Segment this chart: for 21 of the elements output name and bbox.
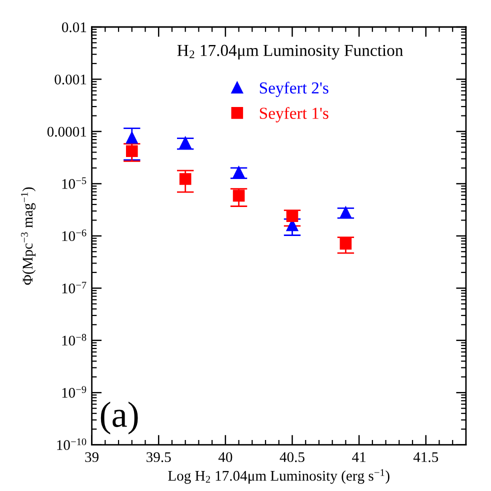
legend-label: Seyfert 2's	[260, 82, 328, 98]
x-tick-label: 39	[85, 452, 99, 462]
y-tick-label: 10$^{−10}$	[57, 438, 86, 450]
x-tick-label: 41.5	[413, 452, 438, 462]
legend-label: Seyfert 1's	[260, 107, 328, 122]
annotation: (a)	[100, 402, 138, 434]
x-tick-label: 39.5	[146, 452, 171, 462]
x-tick-label: 40	[218, 452, 232, 462]
y-tick-label: 0.01	[62, 22, 86, 32]
y-tick-label: 0.001	[54, 74, 86, 84]
x-tick-label: 41	[352, 452, 366, 462]
x-axis-title: Log H$_{2}$ 17.04μm Luminosity (erg s$^{−1}$)	[168, 469, 390, 484]
y-tick-label: 0.0001	[47, 126, 86, 137]
y-tick-label: 10$^{−7}$	[62, 282, 86, 294]
y-tick-label: 10$^{−8}$	[62, 334, 86, 346]
x-tick-label: 40.5	[280, 452, 304, 462]
y-tick-label: 10$^{−9}$	[62, 386, 86, 398]
y-tick-label: 10$^{−6}$	[62, 229, 86, 242]
text: H$_{2}$ 17.04μm Luminosity Function	[177, 44, 404, 60]
y-tick-label: 10$^{−5}$	[62, 177, 86, 189]
y-axis-title: Φ(Mpc$^{−3}$ mag$^{−1}$)	[21, 187, 36, 285]
